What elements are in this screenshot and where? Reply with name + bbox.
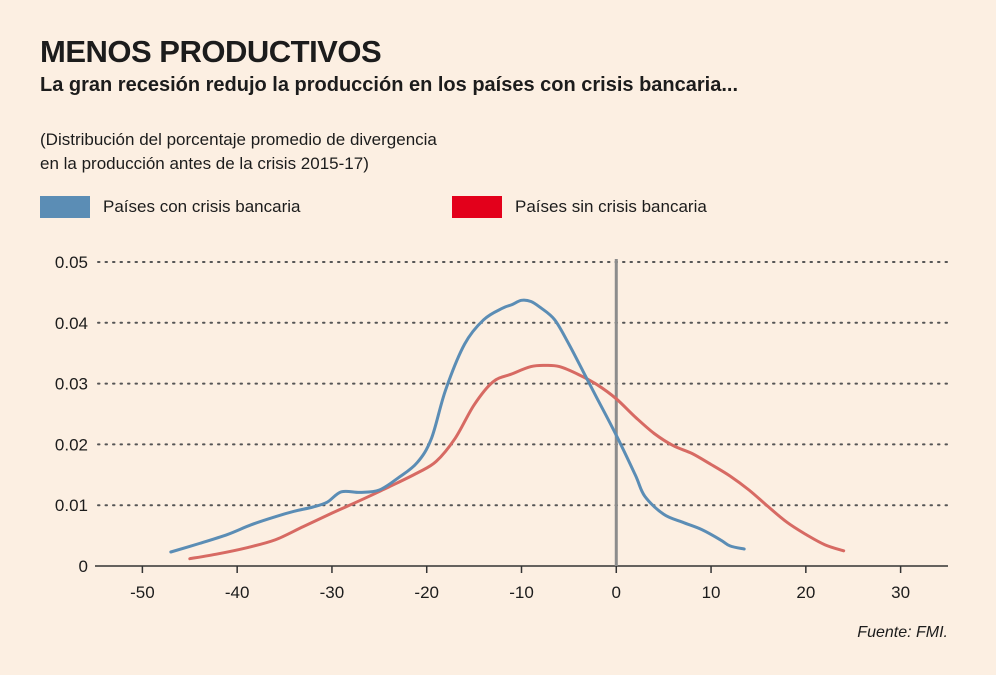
y-tick-label: 0.05 xyxy=(55,253,88,272)
x-tick-label: -30 xyxy=(320,583,345,602)
series-line-without-crisis xyxy=(188,363,846,561)
chart-note: (Distribución del porcentaje promedio de… xyxy=(40,128,560,176)
x-tick-label: 10 xyxy=(702,583,721,602)
x-tick-label: -40 xyxy=(225,583,250,602)
legend-label-with-crisis: Países con crisis bancaria xyxy=(103,197,301,216)
chart-title: MENOS PRODUCTIVOS xyxy=(40,34,382,69)
chart-subtitle: La gran recesión redujo la producción en… xyxy=(40,74,739,96)
y-tick-label: 0.04 xyxy=(55,314,88,333)
y-tick-label: 0.03 xyxy=(55,375,88,394)
x-tick-label: 0 xyxy=(612,583,621,602)
legend-swatch-without-crisis xyxy=(452,196,502,218)
chart-note-line-2: en la producción antes de la crisis 2015… xyxy=(40,154,369,173)
source-note: Fuente: FMI. xyxy=(857,624,948,641)
series-line-with-crisis xyxy=(169,298,746,554)
x-tick-label: -20 xyxy=(414,583,439,602)
x-tick-label: 20 xyxy=(796,583,815,602)
x-tick-label: -50 xyxy=(130,583,155,602)
y-tick-label: 0.02 xyxy=(55,435,88,454)
legend-swatch-with-crisis xyxy=(40,196,90,218)
legend-label-without-crisis: Países sin crisis bancaria xyxy=(515,197,707,216)
y-tick-label: 0.01 xyxy=(55,496,88,515)
x-tick-label: -10 xyxy=(509,583,534,602)
chart-note-line-1: (Distribución del porcentaje promedio de… xyxy=(40,130,437,149)
y-tick-label: 0 xyxy=(79,557,88,576)
x-tick-label: 30 xyxy=(891,583,910,602)
